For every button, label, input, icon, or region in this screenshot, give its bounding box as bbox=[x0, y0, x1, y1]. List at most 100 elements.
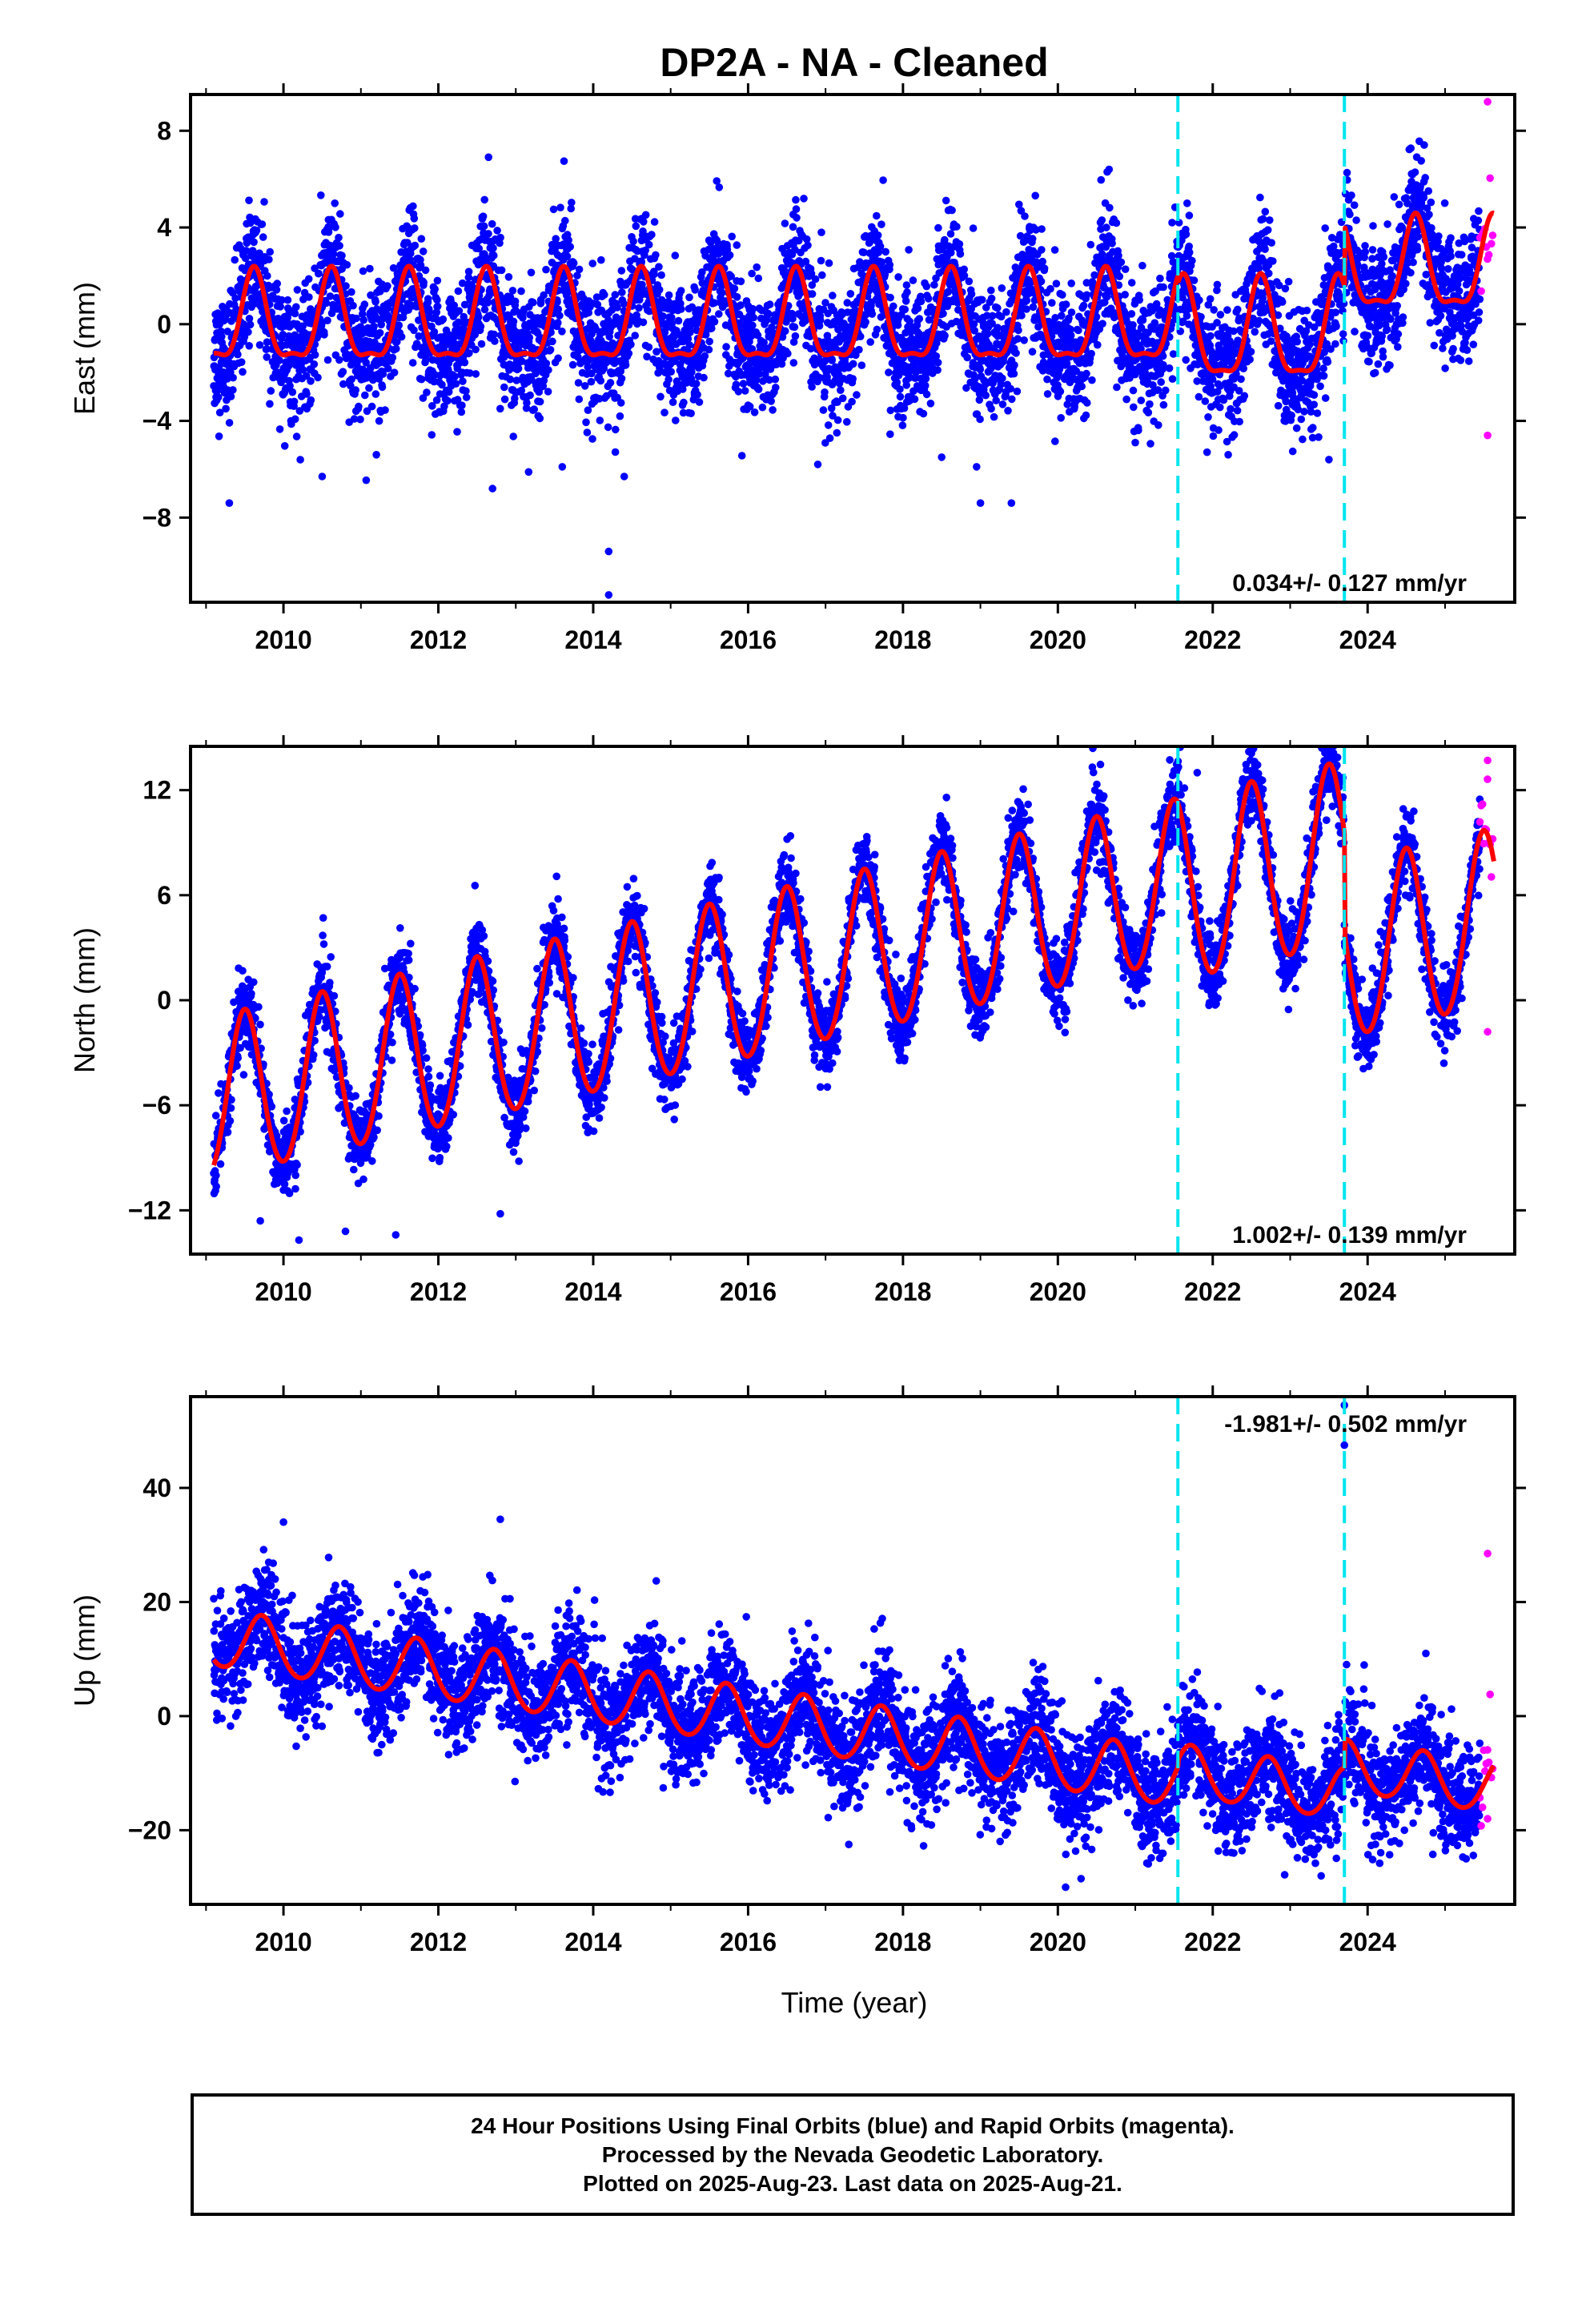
final-orbit-point bbox=[1209, 432, 1218, 440]
final-orbit-point bbox=[1255, 316, 1263, 325]
final-orbit-point bbox=[417, 235, 426, 243]
final-orbit-point bbox=[416, 261, 425, 269]
final-orbit-point bbox=[620, 300, 628, 308]
final-orbit-point bbox=[548, 337, 556, 346]
final-orbit-point bbox=[893, 378, 901, 387]
final-orbit-point bbox=[1079, 301, 1088, 310]
final-orbit-point bbox=[433, 276, 442, 285]
final-orbit-point bbox=[1048, 299, 1056, 308]
final-orbit-point bbox=[588, 259, 596, 267]
final-orbit-point bbox=[992, 396, 1000, 404]
final-orbit-point bbox=[455, 307, 464, 316]
final-orbit-point bbox=[1028, 235, 1037, 243]
final-orbit-point bbox=[1182, 312, 1191, 320]
final-orbit-point bbox=[584, 406, 592, 414]
final-orbit-point bbox=[283, 296, 292, 304]
final-orbit-point bbox=[1319, 364, 1327, 372]
final-orbit-point bbox=[772, 384, 780, 392]
final-orbit-point bbox=[793, 214, 801, 222]
final-orbit-point bbox=[1098, 216, 1106, 224]
final-orbit-point bbox=[639, 318, 648, 327]
final-orbit-point bbox=[1165, 364, 1174, 372]
final-orbit-point bbox=[990, 412, 998, 421]
final-orbit-point bbox=[472, 345, 480, 354]
final-orbit-point bbox=[617, 374, 626, 383]
final-orbit-point bbox=[833, 428, 841, 437]
final-orbit-point bbox=[593, 300, 602, 309]
final-orbit-point bbox=[873, 231, 882, 239]
final-orbit-point bbox=[804, 241, 812, 250]
final-orbit-point bbox=[307, 396, 315, 404]
final-orbit-point bbox=[491, 337, 499, 345]
final-orbit-point bbox=[866, 338, 874, 346]
final-orbit-point bbox=[1043, 375, 1051, 384]
final-orbit-point bbox=[1083, 399, 1091, 407]
final-orbit-point bbox=[575, 395, 584, 404]
final-orbit-point bbox=[540, 376, 548, 385]
final-orbit-point bbox=[848, 397, 856, 406]
final-orbit-point bbox=[1300, 408, 1308, 416]
final-orbit-point bbox=[315, 269, 323, 278]
final-orbit-point bbox=[1082, 369, 1090, 378]
final-orbit-point bbox=[375, 328, 384, 337]
final-orbit-point bbox=[671, 251, 680, 259]
final-orbit-point bbox=[1114, 251, 1122, 260]
final-orbit-point bbox=[229, 386, 237, 394]
final-orbit-point bbox=[252, 226, 261, 235]
final-orbit-point bbox=[1006, 384, 1014, 393]
final-orbit-point bbox=[540, 291, 548, 300]
final-orbit-point bbox=[558, 328, 566, 336]
final-orbit-point bbox=[560, 157, 568, 165]
final-orbit-point bbox=[484, 153, 492, 162]
final-orbit-point bbox=[737, 452, 746, 460]
final-orbit-point bbox=[994, 304, 1002, 312]
final-orbit-point bbox=[1050, 246, 1059, 254]
final-orbit-point bbox=[913, 304, 922, 312]
final-orbit-point bbox=[677, 287, 685, 295]
final-orbit-point bbox=[903, 288, 911, 296]
final-orbit-point bbox=[310, 360, 319, 368]
final-orbit-point bbox=[484, 299, 492, 307]
final-orbit-point bbox=[764, 309, 773, 318]
final-orbit-point bbox=[338, 251, 346, 260]
final-orbit-point bbox=[1299, 435, 1307, 444]
final-orbit-point bbox=[490, 251, 498, 259]
final-orbit-point bbox=[715, 183, 724, 191]
final-orbit-point bbox=[987, 286, 995, 295]
final-orbit-point bbox=[472, 370, 480, 378]
final-orbit-point bbox=[819, 406, 828, 414]
final-orbit-point bbox=[705, 345, 713, 354]
final-orbit-point bbox=[428, 402, 436, 410]
final-orbit-point bbox=[1121, 265, 1130, 274]
final-orbit-point bbox=[1112, 219, 1121, 227]
final-orbit-point bbox=[987, 294, 996, 303]
final-orbit-point bbox=[922, 282, 931, 291]
final-orbit-point bbox=[710, 317, 719, 326]
final-orbit-point bbox=[375, 416, 383, 425]
final-orbit-point bbox=[1127, 279, 1136, 287]
final-orbit-point bbox=[335, 242, 343, 250]
final-orbit-point bbox=[612, 313, 620, 322]
final-orbit-point bbox=[934, 366, 942, 374]
final-orbit-point bbox=[223, 328, 232, 336]
final-orbit-point bbox=[411, 241, 420, 250]
final-orbit-point bbox=[1310, 400, 1318, 409]
final-orbit-point bbox=[1321, 394, 1330, 402]
final-orbit-point bbox=[215, 408, 224, 416]
final-orbit-point bbox=[299, 366, 307, 374]
final-orbit-point bbox=[976, 365, 985, 374]
final-orbit-point bbox=[732, 380, 741, 389]
final-orbit-point bbox=[781, 219, 789, 227]
final-orbit-point bbox=[674, 316, 683, 325]
final-orbit-point bbox=[789, 359, 798, 367]
final-orbit-point bbox=[881, 247, 889, 256]
final-orbit-point bbox=[905, 246, 913, 254]
final-orbit-point bbox=[536, 397, 544, 406]
final-orbit-point bbox=[450, 301, 459, 310]
final-orbit-point bbox=[378, 383, 387, 392]
final-orbit-point bbox=[517, 287, 525, 296]
final-orbit-point bbox=[749, 313, 757, 322]
final-orbit-point bbox=[1127, 310, 1136, 318]
final-orbit-point bbox=[886, 406, 895, 415]
final-orbit-point bbox=[1321, 224, 1329, 232]
